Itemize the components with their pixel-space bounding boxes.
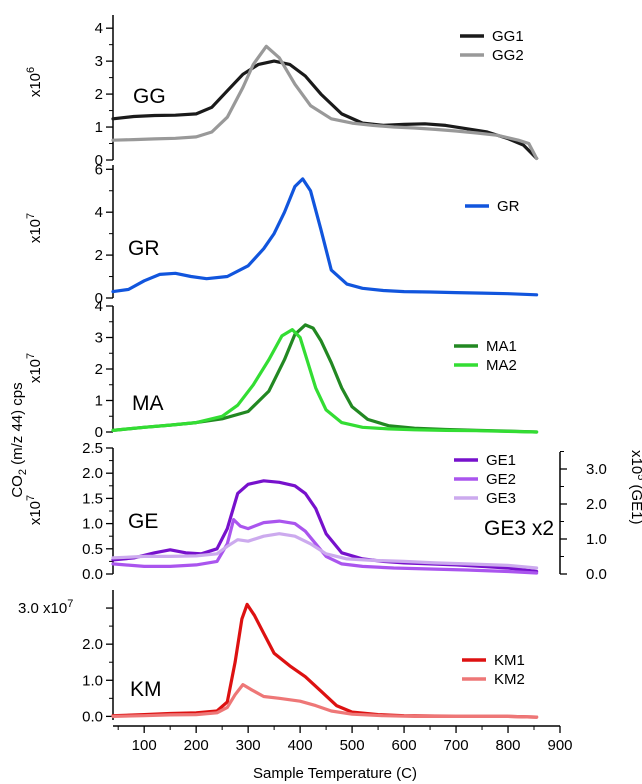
series-line-ge2 [111,517,539,575]
y-tick-label: 0 [95,290,103,307]
x-axis-title: Sample Temperature (C) [253,765,417,782]
y-tick-label: 0.5 [82,541,103,558]
y-tick-label: 0.0 [82,566,103,583]
y-tick-label: 1 [95,393,103,410]
y-tick-label: 6 [95,161,103,178]
legend-label: GE2 [486,471,516,488]
series-line-ge1 [111,479,539,574]
right-tick-label: 0.0 [586,566,607,583]
y-tick-label: 1.0 [82,516,103,533]
legend-label: MA1 [486,338,517,355]
y-tick-label: 2.0 [82,636,103,653]
y-axis-title: CO2 (m/z 44) cps [9,382,29,497]
right-tick-label: 2.0 [586,496,607,513]
y-tick-label: 2 [95,247,103,264]
y-tick-label: 4 [95,298,103,315]
legend-label: KM1 [494,652,525,669]
y-tick-label: 3 [95,330,103,347]
series-line-ma2 [111,328,539,434]
y-multiplier: 3.0 x107 [18,598,73,617]
y-tick-label: 0.0 [82,708,103,725]
legend-label: KM2 [494,671,525,688]
right-tick-label: 1.0 [586,531,607,548]
y-tick-label: 2.5 [82,440,103,457]
ge3-annotation: GE3 x2 [484,517,554,540]
y-multiplier: x107 [25,353,44,383]
legend-label: GR [497,198,520,215]
legend-label: GE1 [486,452,516,469]
y-multiplier: x107 [25,213,44,243]
x-axis: 100 200 300 400 500 600 700 800 900 [113,725,573,754]
y-tick-label: 0 [95,424,103,441]
right-axis-title: x105 (GE1) [628,450,642,525]
series-line-ma1 [111,323,539,434]
y-tick-label: 1.5 [82,490,103,507]
legend-label: GG2 [492,47,524,64]
right-tick-label: 3.0 [586,461,607,478]
x-tick-label: 200 [184,737,209,754]
panel-label-gr: GR [128,237,160,260]
y-tick-label: 4 [95,204,103,221]
series-line-gr [111,177,539,297]
series-line-km2 [111,682,539,719]
panel-label-gg: GG [133,85,166,108]
x-tick-label: 600 [392,737,417,754]
series-line-gg1 [111,59,539,160]
x-tick-label: 900 [547,737,572,754]
panels-group: 0 1 2 3 4 x106 GG GG1 GG2 0 2 4 6 x107 GR GR 0 1 2 3 4 x107 MA… [18,15,642,725]
legend-label: GG1 [492,28,524,45]
x-tick-label: 400 [288,737,313,754]
y-tick-label: 1.0 [82,672,103,689]
x-tick-label: 500 [340,737,365,754]
y-tick-label: 4 [95,20,103,37]
series-line-ge3 [111,532,539,570]
panel-label-km: KM [130,678,162,701]
panel-gr: 0 2 4 6 x107 GR GR [25,161,539,307]
y-tick-label: 1 [95,119,103,136]
panel-label-ge: GE [128,510,158,533]
panel-gg: 0 1 2 3 4 x106 GG GG1 GG2 [25,15,539,169]
x-tick-label: 300 [236,737,261,754]
x-tick-label: 800 [496,737,521,754]
y-tick-label: 3 [95,53,103,70]
x-tick-label: 700 [444,737,469,754]
y-tick-label: 2 [95,361,103,378]
panel-ge: 0.0 0.5 1.0 1.5 2.0 2.5 x107 0.0 1.0 2.0 3.0 x105 (… [25,440,642,583]
y-multiplier: x107 [25,495,44,525]
series-line-gg2 [111,44,539,160]
panel-label-ma: MA [132,392,164,415]
y-tick-label: 2 [95,86,103,103]
legend-label: MA2 [486,357,517,374]
panel-km: 0.0 1.0 2.0 3.0 x107 KM KM1 KM2 [18,590,539,725]
x-tick-label: 100 [132,737,157,754]
y-tick-label: 0 [95,152,103,169]
panel-ma: 0 1 2 3 4 x107 MA MA1 MA2 [25,298,539,441]
legend-label: GE3 [486,490,516,507]
y-multiplier: x106 [25,67,44,97]
y-tick-label: 2.0 [82,465,103,482]
